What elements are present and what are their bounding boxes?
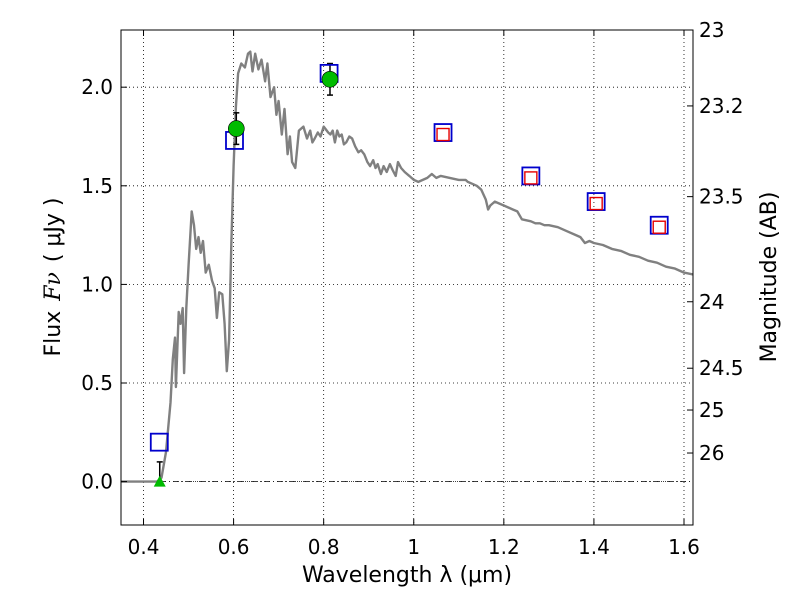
model-flux-square	[652, 220, 666, 234]
right-tick-label: 23.2	[699, 94, 744, 118]
x-tick-label: 0.4	[128, 535, 160, 559]
y-axis-label: Flux Fν ( μJy )	[41, 197, 66, 356]
model-spectrum-line	[121, 50, 693, 483]
right-tick-label: 23	[699, 18, 724, 42]
right-axis-label: Magnitude (AB)	[757, 192, 782, 363]
y-axis-label-unit: ( μJy )	[41, 197, 66, 262]
x-tick-label: 0.8	[308, 535, 340, 559]
measured-flux-circle	[228, 120, 245, 137]
right-tick-label: 24	[699, 290, 724, 314]
y-tick-label: 1.0	[81, 272, 113, 296]
y-tick-label: 2.0	[81, 75, 113, 99]
upper-limit-triangle	[153, 475, 166, 487]
model-flux-square	[436, 127, 450, 142]
model-spectrum	[121, 50, 693, 483]
y-axis-label-symbol: Fν	[41, 272, 66, 302]
x-tick-label: 1	[407, 535, 420, 559]
right-tick-label: 23.5	[699, 185, 744, 209]
y-tick-label: 0.5	[81, 371, 113, 395]
right-tick-label: 24.5	[699, 356, 744, 380]
x-axis-label: Wavelength λ (μm)	[302, 563, 512, 588]
x-axis-ticks: 0.4 0.6 0.8 1 1.2 1.4 1.6	[128, 30, 700, 559]
measured-flux-circle	[321, 71, 339, 88]
right-tick-label: 25	[699, 398, 724, 422]
x-tick-label: 1.4	[578, 535, 610, 559]
observed-flux-square	[149, 432, 169, 452]
x-tick-label: 1.6	[668, 535, 700, 559]
y-tick-label: 1.5	[81, 174, 113, 198]
right-tick-label: 26	[699, 441, 724, 465]
y-tick-label: 0.0	[81, 470, 113, 494]
grid	[121, 30, 693, 525]
x-tick-label: 1.2	[488, 535, 520, 559]
x-tick-label: 0.6	[218, 535, 250, 559]
right-axis-ticks: 23 23.2 23.5 24 24.5 25 26	[687, 18, 744, 465]
model-flux-square	[524, 171, 538, 185]
photometry-points	[149, 62, 669, 487]
model-flux-square	[589, 196, 603, 211]
y-axis-label-text: Flux	[41, 311, 66, 357]
y-axis-ticks: 0.0 0.5 1.0 1.5 2.0	[81, 75, 127, 494]
plot-frame	[120, 29, 694, 526]
